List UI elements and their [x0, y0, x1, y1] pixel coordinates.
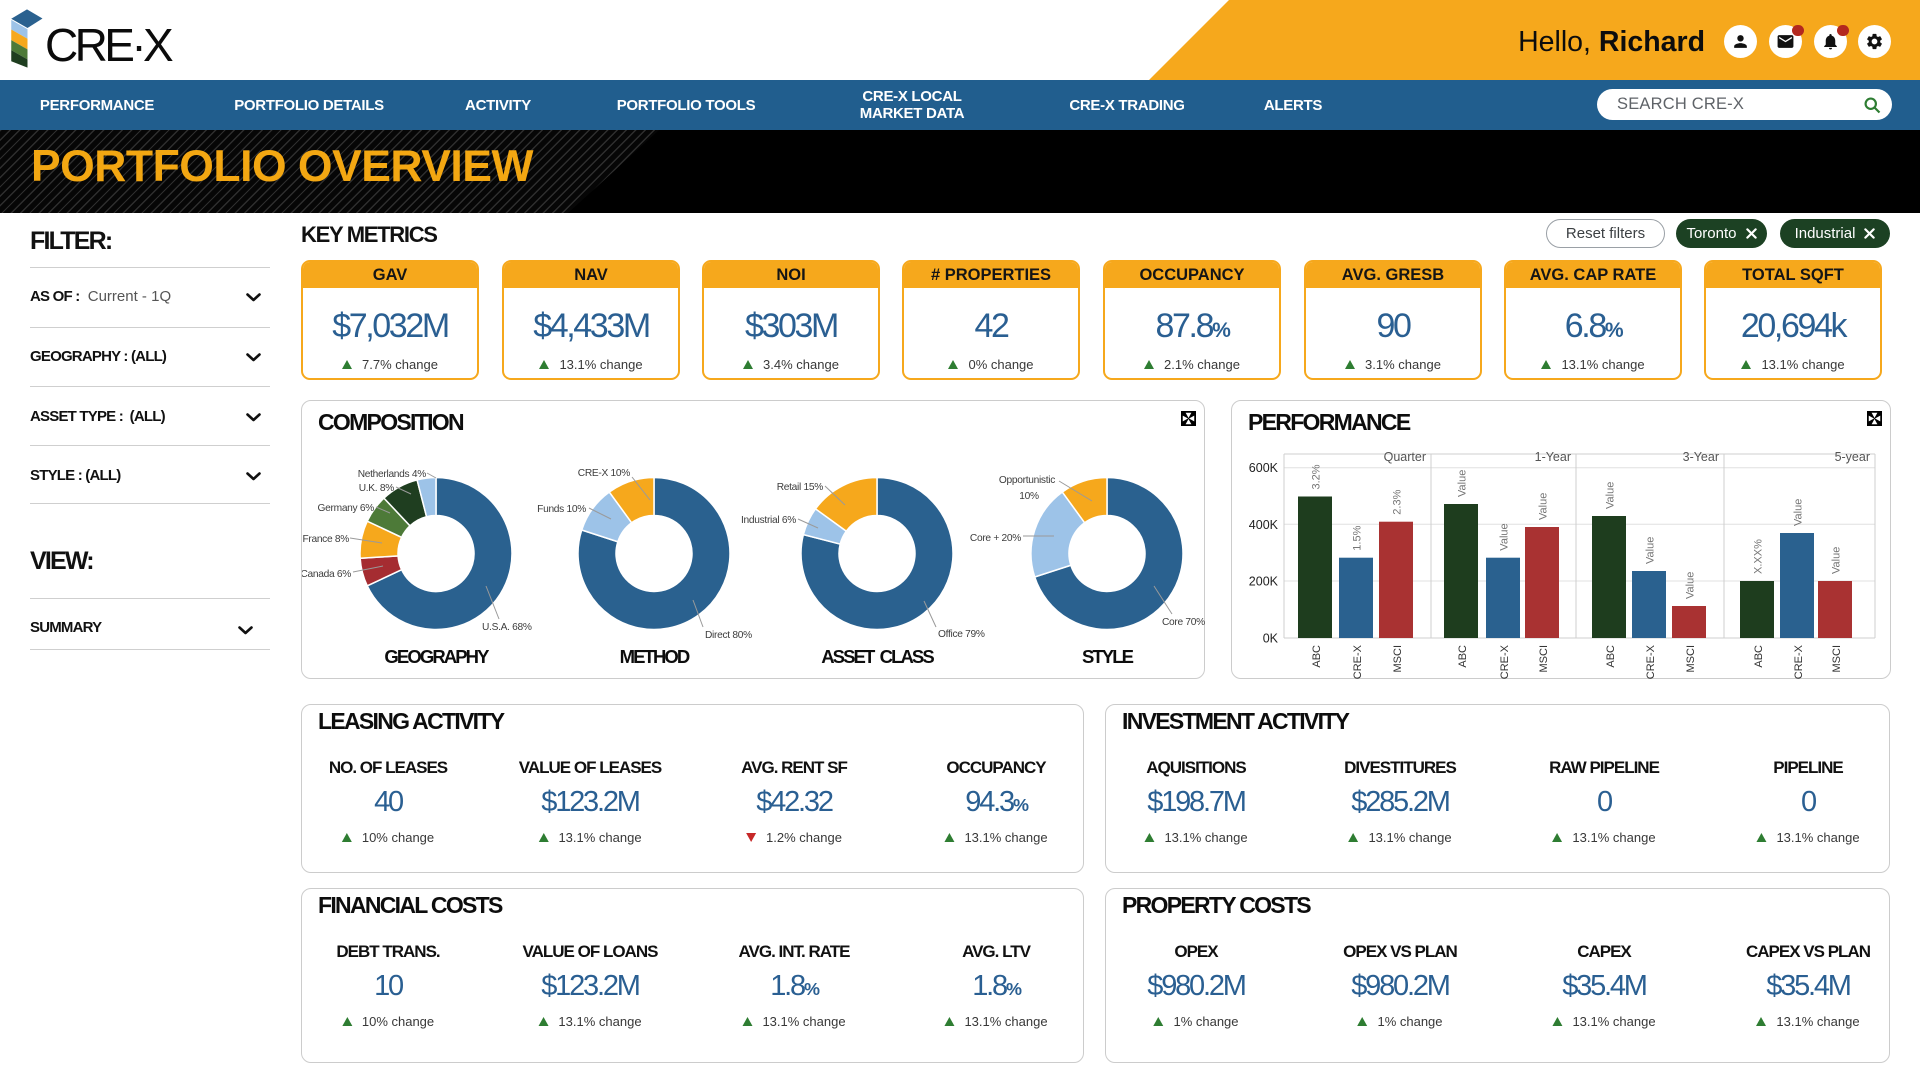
svg-text:Canada 6%: Canada 6% [302, 569, 351, 580]
svg-text:ABC: ABC [1753, 645, 1765, 668]
svg-text:5-year: 5-year [1835, 450, 1870, 464]
svg-text:Opportunistic: Opportunistic [999, 475, 1055, 486]
svg-text:Direct 80%: Direct 80% [705, 630, 752, 641]
svg-text:CRE-X: CRE-X [1499, 644, 1511, 679]
svg-text:MSCI: MSCI [1685, 645, 1697, 673]
svg-text:Value: Value [1605, 482, 1617, 509]
svg-text:U.K. 8%: U.K. 8% [359, 483, 395, 494]
svg-text:ABC: ABC [1457, 645, 1469, 668]
svg-text:CRE-X 10%: CRE-X 10% [578, 468, 630, 479]
svg-text:0K: 0K [1263, 632, 1279, 646]
svg-text:200K: 200K [1249, 575, 1279, 589]
svg-text:10%: 10% [1019, 491, 1039, 502]
svg-text:Industrial 6%: Industrial 6% [741, 515, 796, 526]
svg-text:Netherlands 4%: Netherlands 4% [358, 469, 427, 480]
svg-text:Core 70%: Core 70% [1162, 617, 1205, 628]
svg-text:Value: Value [1499, 523, 1511, 550]
svg-text:Quarter: Quarter [1384, 450, 1426, 464]
svg-text:3-Year: 3-Year [1683, 450, 1719, 464]
svg-text:Germany 6%: Germany 6% [318, 503, 375, 514]
svg-text:2.3%: 2.3% [1392, 489, 1404, 514]
svg-text:MSCI: MSCI [1831, 645, 1843, 673]
svg-text:X.XX%: X.XX% [1753, 539, 1765, 574]
svg-text:Value: Value [1685, 572, 1697, 599]
svg-text:Value: Value [1457, 470, 1469, 497]
svg-text:Value: Value [1538, 493, 1550, 520]
svg-text:ABC: ABC [1605, 645, 1617, 668]
svg-text:ABC: ABC [1311, 645, 1323, 668]
svg-text:3.2%: 3.2% [1311, 464, 1323, 489]
svg-text:Office 79%: Office 79% [938, 629, 985, 640]
svg-text:CRE-X: CRE-X [1352, 644, 1364, 679]
svg-text:MSCI: MSCI [1538, 645, 1550, 673]
svg-text:400K: 400K [1249, 518, 1279, 532]
svg-text:Value: Value [1645, 537, 1657, 564]
svg-text:MSCI: MSCI [1392, 645, 1404, 673]
svg-text:1-Year: 1-Year [1535, 450, 1571, 464]
svg-text:CRE-X: CRE-X [1645, 644, 1657, 679]
svg-text:U.S.A. 68%: U.S.A. 68% [482, 622, 532, 633]
svg-text:Funds 10%: Funds 10% [537, 504, 586, 515]
svg-text:600K: 600K [1249, 461, 1279, 475]
svg-text:Core + 20%: Core + 20% [970, 533, 1021, 544]
svg-text:Value: Value [1831, 547, 1843, 574]
svg-text:Value: Value [1793, 499, 1805, 526]
svg-text:CRE-X: CRE-X [1793, 644, 1805, 679]
svg-text:France 8%: France 8% [302, 534, 349, 545]
svg-text:Retail 15%: Retail 15% [777, 482, 824, 493]
svg-text:1.5%: 1.5% [1352, 525, 1364, 550]
